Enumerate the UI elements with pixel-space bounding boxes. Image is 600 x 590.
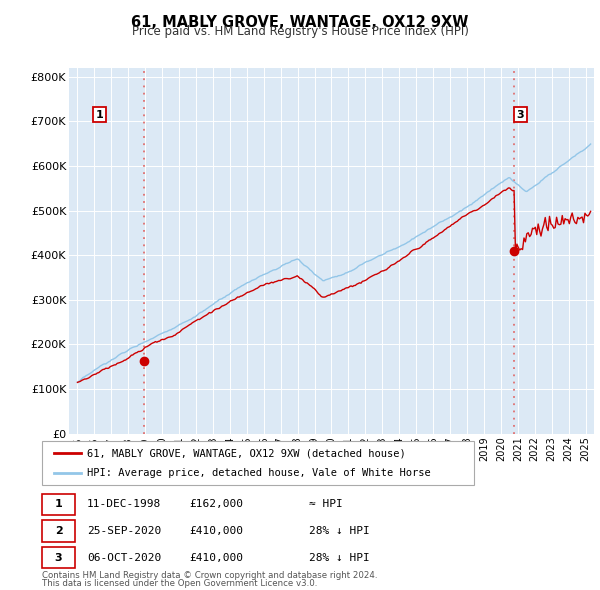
Text: This data is licensed under the Open Government Licence v3.0.: This data is licensed under the Open Gov… — [42, 579, 317, 588]
Text: 2: 2 — [55, 526, 62, 536]
Text: 25-SEP-2020: 25-SEP-2020 — [87, 526, 161, 536]
Text: 1: 1 — [95, 110, 103, 120]
Text: 06-OCT-2020: 06-OCT-2020 — [87, 553, 161, 562]
Text: £162,000: £162,000 — [189, 500, 243, 509]
Text: 3: 3 — [55, 553, 62, 562]
Text: 28% ↓ HPI: 28% ↓ HPI — [309, 526, 370, 536]
Text: 61, MABLY GROVE, WANTAGE, OX12 9XW (detached house): 61, MABLY GROVE, WANTAGE, OX12 9XW (deta… — [87, 448, 406, 458]
Text: £410,000: £410,000 — [189, 553, 243, 562]
Text: 1: 1 — [55, 500, 62, 509]
Text: 3: 3 — [517, 110, 524, 120]
Text: ≈ HPI: ≈ HPI — [309, 500, 343, 509]
Text: Contains HM Land Registry data © Crown copyright and database right 2024.: Contains HM Land Registry data © Crown c… — [42, 571, 377, 580]
Text: 11-DEC-1998: 11-DEC-1998 — [87, 500, 161, 509]
Text: HPI: Average price, detached house, Vale of White Horse: HPI: Average price, detached house, Vale… — [87, 468, 431, 477]
Text: Price paid vs. HM Land Registry's House Price Index (HPI): Price paid vs. HM Land Registry's House … — [131, 25, 469, 38]
Text: £410,000: £410,000 — [189, 526, 243, 536]
Text: 61, MABLY GROVE, WANTAGE, OX12 9XW: 61, MABLY GROVE, WANTAGE, OX12 9XW — [131, 15, 469, 30]
Text: 28% ↓ HPI: 28% ↓ HPI — [309, 553, 370, 562]
